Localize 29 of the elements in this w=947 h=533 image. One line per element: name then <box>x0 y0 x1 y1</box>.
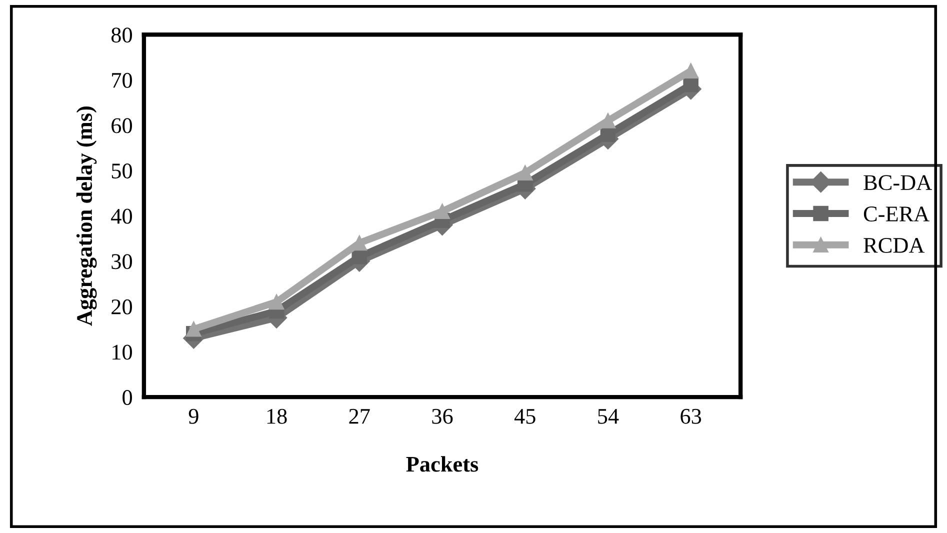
x-tick-label: 54 <box>598 408 619 424</box>
x-tick-label: 18 <box>267 408 287 424</box>
x-axis-title: Packets <box>406 456 478 472</box>
y-axis-title: Aggregation delay (ms) <box>76 106 97 326</box>
y-tick-label: 60 <box>112 118 132 134</box>
y-tick-label: 20 <box>112 299 132 314</box>
x-tick-label: 45 <box>514 408 536 424</box>
point <box>517 165 533 180</box>
point <box>186 321 202 337</box>
legend-label: C-ERA <box>864 206 930 222</box>
legend-label: BC-DA <box>864 175 932 190</box>
point <box>268 294 284 310</box>
y-tick-label: 10 <box>112 344 132 360</box>
y-tick-label: 70 <box>112 72 132 88</box>
y-tick-label: 80 <box>111 28 132 43</box>
y-tick-label: 30 <box>112 254 132 270</box>
y-tick-label: 0 <box>122 390 132 406</box>
point <box>434 204 450 219</box>
x-tick-label: 36 <box>432 408 453 424</box>
x-tick-label: 9 <box>188 408 198 424</box>
point <box>683 76 698 92</box>
y-tick-label: 40 <box>111 208 132 224</box>
point <box>683 63 698 79</box>
point <box>600 113 616 128</box>
point <box>352 249 368 264</box>
legend-label: RCDA <box>864 238 925 253</box>
x-tick-label: 27 <box>349 408 370 424</box>
y-tick-label: 50 <box>112 163 132 178</box>
x-tick-label: 63 <box>680 408 702 424</box>
